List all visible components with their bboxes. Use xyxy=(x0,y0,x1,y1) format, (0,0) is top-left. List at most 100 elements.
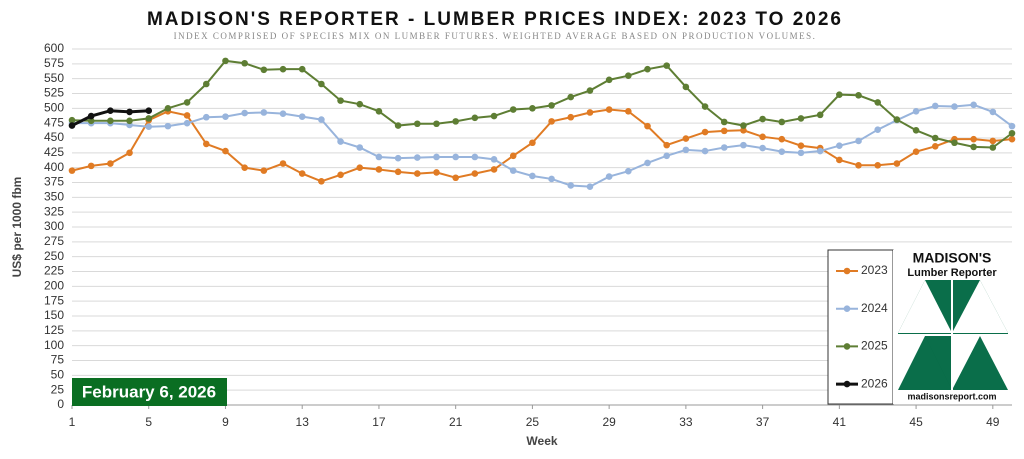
data-point xyxy=(298,113,306,120)
data-point xyxy=(1008,135,1016,143)
data-point xyxy=(567,113,575,121)
data-point xyxy=(529,105,536,112)
data-point xyxy=(816,147,824,155)
y-tick-label: 325 xyxy=(44,204,64,218)
data-point xyxy=(509,167,517,174)
data-point xyxy=(644,159,651,167)
data-point xyxy=(318,178,325,185)
data-point xyxy=(778,135,786,143)
data-point xyxy=(605,106,613,113)
data-point xyxy=(548,175,555,183)
data-point xyxy=(529,172,536,180)
data-point xyxy=(107,117,114,125)
data-point xyxy=(663,152,670,160)
data-point xyxy=(509,152,517,160)
data-point xyxy=(836,142,843,150)
data-point xyxy=(375,166,383,173)
data-point xyxy=(490,112,498,120)
legend-label: 2023 xyxy=(861,263,888,277)
data-point xyxy=(337,138,344,145)
data-point xyxy=(394,122,402,129)
data-point xyxy=(509,106,517,113)
data-point xyxy=(433,153,440,161)
logo-mark xyxy=(898,280,1008,390)
legend-marker xyxy=(843,380,851,388)
data-point xyxy=(318,116,325,123)
data-point xyxy=(970,101,977,109)
legend xyxy=(827,249,894,405)
data-point xyxy=(951,103,958,110)
x-tick-label: 29 xyxy=(602,415,616,429)
y-tick-label: 125 xyxy=(44,323,64,337)
data-point xyxy=(989,144,997,151)
data-point xyxy=(701,128,709,136)
data-point xyxy=(625,167,632,175)
data-point xyxy=(490,166,498,173)
data-point xyxy=(356,164,364,171)
data-point xyxy=(452,174,459,182)
y-tick-label: 550 xyxy=(44,71,64,85)
data-point xyxy=(816,111,824,119)
data-point xyxy=(644,122,651,130)
legend-marker xyxy=(843,267,851,275)
data-point xyxy=(644,65,651,73)
data-point xyxy=(183,112,191,119)
y-tick-label: 100 xyxy=(44,338,64,352)
data-point xyxy=(241,109,248,117)
data-point xyxy=(720,118,728,126)
data-point xyxy=(164,122,172,130)
series-line xyxy=(71,108,1013,183)
data-point xyxy=(797,149,805,157)
data-point xyxy=(912,108,920,115)
date-box xyxy=(72,378,227,406)
data-point xyxy=(759,133,766,141)
data-point xyxy=(625,72,632,79)
y-tick-label: 25 xyxy=(51,382,65,396)
x-tick-label: 41 xyxy=(833,415,847,429)
y-tick-label: 375 xyxy=(44,175,64,189)
data-point xyxy=(68,122,76,129)
y-axis-title: US$ per 1000 fbm xyxy=(10,177,24,278)
data-point xyxy=(778,148,786,155)
data-point xyxy=(912,126,920,134)
y-tick-label: 225 xyxy=(44,264,64,278)
data-point xyxy=(874,99,882,106)
data-point xyxy=(586,87,594,94)
logo-name: MADISON'S xyxy=(913,250,992,266)
data-point xyxy=(279,160,287,167)
data-point xyxy=(279,65,287,73)
x-tick-label: 49 xyxy=(986,415,1000,429)
legend-label: 2025 xyxy=(861,339,888,353)
logo-url: madisonsreport.com xyxy=(907,391,996,401)
data-point xyxy=(874,126,882,133)
data-point xyxy=(68,116,76,124)
y-tick-label: 400 xyxy=(44,160,64,174)
data-point xyxy=(356,100,364,108)
data-point xyxy=(68,167,76,174)
x-tick-label: 9 xyxy=(222,415,229,429)
data-point xyxy=(452,118,459,125)
data-point xyxy=(1008,129,1016,137)
y-tick-label: 200 xyxy=(44,279,64,293)
data-point xyxy=(145,123,153,131)
data-point xyxy=(855,137,862,145)
data-point xyxy=(414,170,421,177)
data-point xyxy=(126,149,133,157)
data-point xyxy=(874,161,882,169)
x-axis-title: Week xyxy=(526,434,557,448)
y-tick-label: 275 xyxy=(44,234,64,248)
data-point xyxy=(605,173,613,180)
data-point xyxy=(87,112,95,120)
data-point xyxy=(836,156,843,164)
data-point xyxy=(356,144,364,151)
data-point xyxy=(740,126,747,134)
data-point xyxy=(759,115,766,123)
x-tick-label: 13 xyxy=(296,415,310,429)
data-point xyxy=(471,153,479,161)
x-tick-label: 17 xyxy=(372,415,386,429)
y-tick-label: 75 xyxy=(51,353,65,367)
data-point xyxy=(778,118,786,126)
data-point xyxy=(433,120,440,128)
data-point xyxy=(414,120,421,128)
